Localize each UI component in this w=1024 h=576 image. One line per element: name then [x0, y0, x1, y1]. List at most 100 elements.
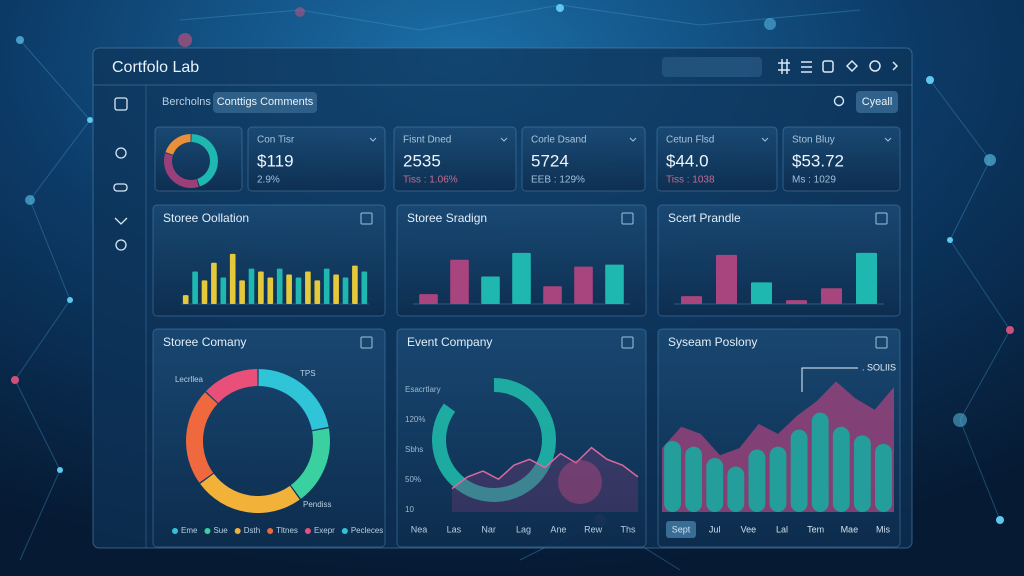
- bar: [352, 265, 358, 304]
- bar: [220, 277, 227, 304]
- legend-label: Exepr: [314, 526, 335, 535]
- bar: [481, 276, 500, 304]
- card: [521, 126, 646, 192]
- x-label: Jul: [709, 524, 721, 534]
- app-title: Cortfolo Lab: [112, 59, 199, 76]
- legend-swatch: [267, 528, 274, 534]
- y-label: 10: [405, 505, 414, 514]
- tab[interactable]: Bercholns: [162, 96, 211, 108]
- legend-swatch: [341, 528, 348, 534]
- bar: [685, 446, 703, 512]
- card: [393, 126, 517, 192]
- x-label: Nar: [481, 524, 496, 534]
- nav-icon[interactable]: [114, 217, 128, 225]
- expand-icon: [360, 336, 373, 349]
- nav-icon[interactable]: [115, 147, 127, 159]
- kpi-menu-icon: [629, 137, 637, 142]
- bar: [267, 277, 274, 304]
- content: Con Tisr $119 2.9% Fisnt Dned 2535 Tiss : 1.0…: [152, 126, 901, 548]
- kpi-change: Ms : 1029: [792, 175, 836, 186]
- kpi-change: Tiss : 1.06%: [403, 175, 458, 186]
- nav-icon[interactable]: [113, 183, 128, 192]
- y-label: 50%: [405, 475, 421, 484]
- annotation-line: [801, 367, 858, 392]
- user-icon[interactable]: [869, 60, 881, 72]
- card: [247, 126, 386, 192]
- toolbar-icons: [778, 59, 899, 74]
- expand-icon: [621, 212, 634, 225]
- search-icon[interactable]: [833, 95, 845, 107]
- bar: [305, 271, 311, 304]
- panel-title: Syseam Poslony: [668, 335, 757, 349]
- legend-swatch: [304, 528, 311, 534]
- expand-icon: [360, 212, 373, 225]
- kpi-menu-icon: [500, 137, 508, 142]
- card: [782, 126, 901, 192]
- line: [451, 446, 639, 490]
- kpi-value: 2535: [403, 151, 441, 170]
- nav-icon[interactable]: [115, 239, 127, 251]
- x-label: Mae: [841, 524, 859, 534]
- bar: [239, 280, 245, 304]
- bar: [342, 277, 349, 304]
- donut-label: Pendiss: [303, 500, 331, 509]
- bar: [450, 259, 469, 304]
- active-tab-bg[interactable]: [213, 92, 317, 113]
- bar: [182, 295, 189, 304]
- donut-segment: [163, 153, 199, 189]
- bar: [706, 458, 724, 512]
- legend-swatch: [204, 528, 211, 534]
- home-icon[interactable]: [114, 97, 128, 111]
- panel-title: Storee Sradign: [407, 211, 487, 225]
- bar: [201, 280, 208, 304]
- legend-label: Pecleces: [351, 526, 383, 535]
- line-area: [452, 447, 638, 512]
- bar: [192, 271, 198, 304]
- bar: [821, 288, 842, 304]
- bar: [333, 274, 339, 304]
- panel-title: Scert Prandle: [668, 211, 741, 225]
- x-label: Lal: [776, 524, 788, 534]
- window-icon[interactable]: [822, 60, 834, 73]
- donut-segment: [206, 369, 258, 403]
- panel-title: Event Company: [407, 335, 492, 349]
- legend-label: Tltnes: [276, 526, 298, 535]
- bar: [248, 268, 255, 304]
- bar: [512, 252, 531, 304]
- settings-icon[interactable]: [845, 59, 859, 73]
- y-label: 120%: [405, 415, 425, 424]
- bar: [751, 282, 772, 304]
- grid-icon[interactable]: [778, 59, 790, 74]
- bar: [286, 274, 292, 304]
- kpi-value: $53.72: [792, 151, 844, 170]
- search-box[interactable]: [662, 57, 762, 77]
- tab[interactable]: Conttigs Comments: [217, 96, 314, 108]
- bar: [276, 268, 283, 304]
- kpi-menu-icon: [369, 137, 377, 142]
- bar: [769, 446, 787, 512]
- card: [656, 126, 778, 192]
- next-icon[interactable]: [892, 61, 899, 71]
- x-label: Rew: [584, 524, 603, 534]
- kpi-value: $44.0: [666, 151, 709, 170]
- x-label: Las: [447, 524, 462, 534]
- button[interactable]: Cyeall: [862, 96, 893, 108]
- x-label: Lag: [516, 524, 531, 534]
- kpi-menu-icon: [761, 137, 769, 142]
- bar: [323, 268, 330, 304]
- x-label: Ane: [550, 524, 566, 534]
- donut-label: TPS: [300, 369, 316, 378]
- menu-icon[interactable]: [801, 61, 812, 73]
- button-bg[interactable]: [856, 91, 898, 113]
- bar: [543, 286, 562, 304]
- kpi-change: EEB : 129%: [531, 175, 585, 186]
- kpi-value: 5724: [531, 151, 569, 170]
- bar: [786, 300, 807, 304]
- bar: [258, 271, 264, 304]
- card: [396, 328, 647, 548]
- annotation: . SOLIIS: [862, 362, 896, 372]
- bar: [664, 441, 681, 512]
- donut-segment: [200, 473, 300, 513]
- kpi-label: Corle Dsand: [531, 135, 587, 146]
- bar: [314, 280, 321, 304]
